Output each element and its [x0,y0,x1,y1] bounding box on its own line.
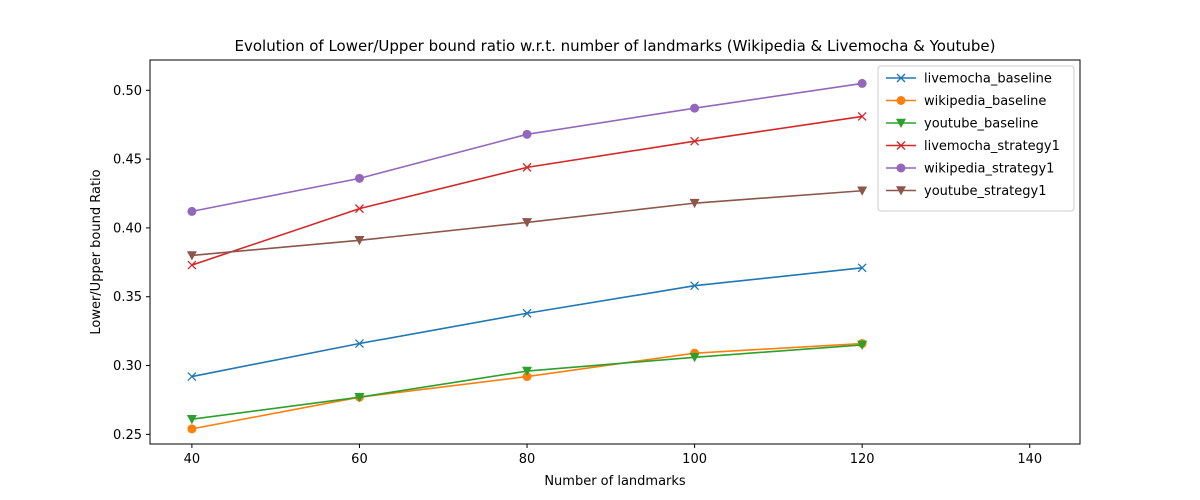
data-point [354,339,364,348]
data-point [186,251,197,261]
legend-label: youtube_strategy1 [924,184,1046,199]
data-point [857,340,868,350]
data-point [896,96,906,105]
series-wikipedia-baseline [187,339,867,434]
series-youtube-baseline [186,340,868,425]
x-tick-label: 80 [519,452,536,467]
data-point [857,263,867,273]
data-point [354,204,364,214]
x-axis: 40 60 80 100 120 140 [184,444,1042,467]
y-tick-label: 0.30 [113,359,142,374]
data-point [690,281,700,291]
data-point [187,206,197,216]
data-point [689,353,700,363]
x-tick-label: 140 [1017,452,1042,467]
y-tick-label: 0.45 [113,153,142,168]
marker-stroke [896,141,906,150]
legend-item: youtube_strategy1 [886,184,1046,199]
y-axis: 0.25 0.30 0.35 0.40 0.45 0.50 [113,84,150,443]
x-tick-label: 100 [682,452,707,467]
y-tick-label: 0.40 [113,221,142,236]
legend-label: livemocha_strategy1 [924,139,1060,154]
x-tick-label: 60 [351,452,368,467]
data-point [896,186,906,196]
plot-area [149,59,1081,445]
series-livemocha-strategy1 [187,111,867,270]
data-point [690,136,700,146]
series-line [191,82,863,213]
data-point [896,141,906,150]
legend-item: wikipedia_strategy1 [886,162,1054,177]
data-point [896,118,906,128]
data-point [689,198,700,209]
data-point [522,308,532,318]
data-point [354,173,364,183]
data-point [896,73,906,83]
marker-stroke [354,204,364,214]
data-point [857,111,867,121]
data-point [186,414,197,425]
data-point [522,162,532,172]
legend: livemocha_baseline wikipedia_baselineyout… [877,65,1075,212]
y-tick-label: 0.25 [113,428,142,443]
marker-stroke [690,136,700,146]
series-youtube-strategy1 [186,186,868,261]
legend-item: youtube_baseline [886,117,1038,132]
chart-title: Evolution of Lower/Upper bound ratio w.r… [235,37,996,55]
legend-label: livemocha_baseline [924,72,1052,87]
x-tick-label: 40 [184,452,201,467]
marker-stroke [522,162,532,172]
y-axis-title: Lower/Upper bound Ratio [89,169,104,334]
marker-stroke [187,372,197,382]
legend-label: wikipedia_strategy1 [924,162,1054,177]
data-point [187,424,197,434]
series-line [191,267,863,378]
marker-stroke [896,73,906,83]
data-point [187,372,197,382]
legend-item: livemocha_strategy1 [886,139,1060,154]
series-layer [186,78,868,434]
data-point [896,163,906,173]
series-livemocha-baseline [187,263,867,382]
data-point [354,392,365,403]
legend-item: livemocha_baseline [886,72,1052,87]
data-point [857,78,867,88]
data-point [187,260,197,270]
marker-stroke [522,308,532,318]
x-tick-label: 120 [850,452,875,467]
data-point [522,372,532,382]
marker-stroke [354,339,364,348]
marker-stroke [690,281,700,291]
y-tick-label: 0.50 [113,84,142,99]
x-axis-title: Number of landmarks [544,474,686,489]
marker-stroke [187,260,197,270]
data-point [522,366,533,377]
marker-stroke [857,111,867,121]
legend-box [877,65,1075,212]
data-point [522,218,533,228]
data-point [354,236,365,246]
series-wikipedia-strategy1 [187,78,867,216]
legend-item: wikipedia_baseline [886,94,1046,109]
data-point [857,186,868,196]
legend-label: youtube_baseline [924,117,1038,132]
data-point [522,129,532,139]
y-tick-label: 0.35 [113,290,142,305]
legend-label: wikipedia_baseline [924,94,1046,109]
marker-stroke [857,263,867,273]
data-point [690,103,700,113]
